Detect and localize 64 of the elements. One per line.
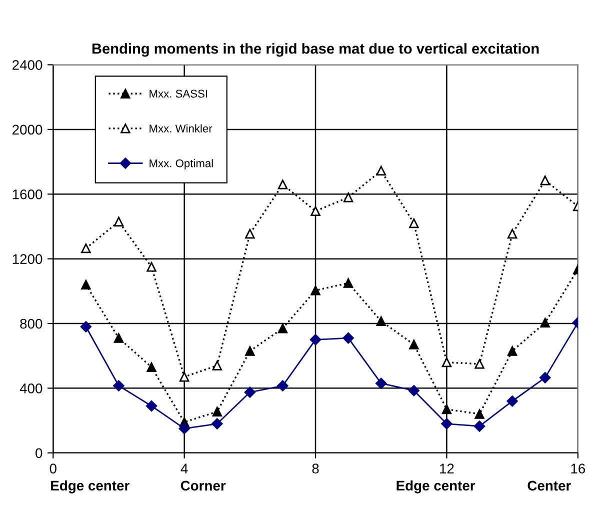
point <box>343 192 354 202</box>
point <box>310 206 320 216</box>
point <box>376 378 387 389</box>
point <box>245 346 255 356</box>
text: Center <box>528 480 571 491</box>
point <box>474 420 486 432</box>
point <box>409 340 419 350</box>
point <box>114 216 124 226</box>
point <box>80 321 92 332</box>
x-tick-label: 8 <box>312 464 319 474</box>
point <box>114 333 124 343</box>
point <box>539 372 551 384</box>
y-tick-label: 2400 <box>12 60 42 70</box>
legend-label: Mxx. SASSI <box>150 90 208 98</box>
legend-label: Mxx. Winkler <box>150 124 212 132</box>
chart-title: Bending moments in the rigid base mat due to vertical excitation <box>92 43 539 57</box>
point <box>179 372 190 382</box>
point <box>310 285 320 296</box>
point <box>81 243 91 254</box>
point <box>212 418 223 430</box>
point <box>178 423 190 434</box>
point <box>278 323 288 334</box>
y-tick-label: 2000 <box>12 124 42 135</box>
point <box>146 400 158 412</box>
x-tick-label: 4 <box>180 464 188 474</box>
point <box>506 396 518 407</box>
point <box>507 228 518 239</box>
point <box>409 218 419 228</box>
text: Edge center <box>396 480 476 494</box>
point <box>277 380 288 392</box>
point <box>442 404 452 414</box>
point <box>212 360 222 370</box>
point <box>342 332 354 344</box>
point <box>244 386 256 398</box>
point <box>507 346 518 356</box>
legend-label: Mxx. Optimal <box>150 159 213 170</box>
point <box>540 176 550 186</box>
point <box>343 278 354 288</box>
x-tick-label: 16 <box>571 464 586 474</box>
point <box>474 359 484 369</box>
y-tick-label: 1600 <box>12 189 42 200</box>
point <box>278 180 288 190</box>
point <box>540 318 550 328</box>
y-tick-label: 800 <box>20 318 42 329</box>
point <box>408 385 420 396</box>
y-tick-label: 1200 <box>12 254 42 264</box>
y-tick-label: 400 <box>20 384 42 394</box>
point <box>245 228 255 239</box>
point <box>113 380 124 392</box>
point <box>212 406 222 416</box>
x-tick-label: 12 <box>440 464 454 474</box>
point <box>146 262 156 272</box>
point <box>474 409 484 419</box>
point <box>146 362 156 372</box>
point <box>81 280 91 290</box>
point <box>376 316 386 326</box>
y-tick-label: 0 <box>36 448 42 458</box>
text: Edge center <box>51 480 130 494</box>
point <box>441 418 452 430</box>
text: Corner <box>180 480 226 491</box>
point <box>310 334 322 346</box>
point <box>376 166 386 176</box>
point <box>442 357 452 368</box>
x-tick-label: 0 <box>50 464 56 474</box>
